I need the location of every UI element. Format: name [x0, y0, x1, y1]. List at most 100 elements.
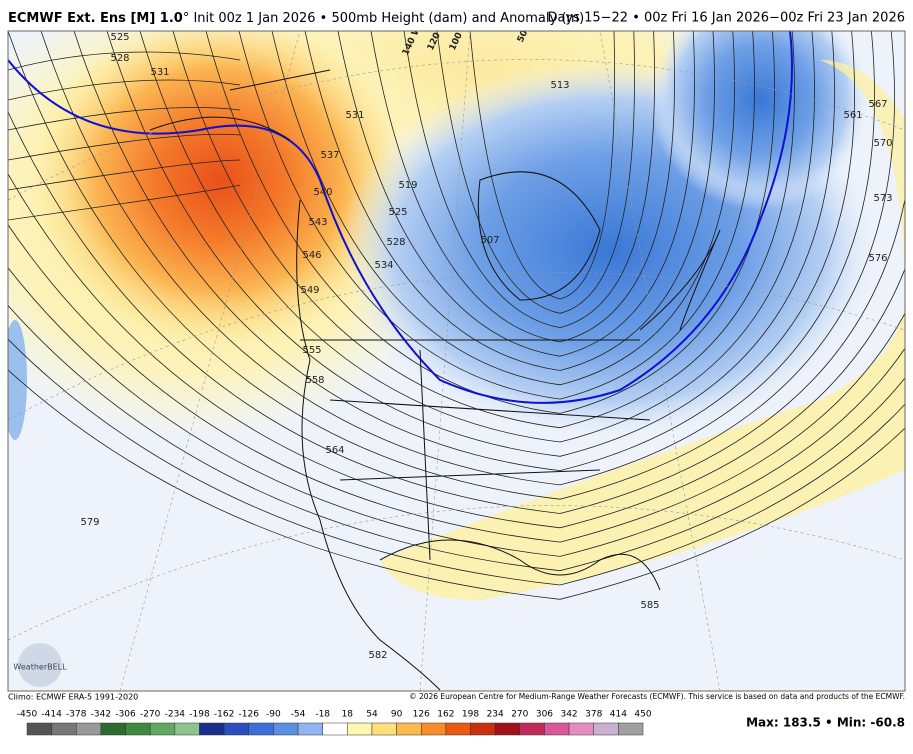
colorbar-swatch [51, 722, 77, 736]
colorbar-swatch [568, 722, 594, 736]
colorbar-tick-label: 378 [585, 710, 602, 720]
coastlines [149, 69, 721, 691]
map: WeatherBELL 525 528 531 531 537 540 543 546 549 5… [8, 31, 905, 691]
colorbar-tick-label: -18 [315, 710, 330, 720]
colorbar-swatch [322, 722, 348, 736]
contour-line [40, 31, 875, 486]
map-frame [7, 30, 906, 692]
contour-label: 531 [345, 110, 364, 121]
colorbar-swatch [519, 722, 545, 736]
colorbar-tick-label: -414 [41, 710, 62, 720]
contour-line [8, 107, 241, 131]
contour-line [271, 31, 735, 386]
contour-label: 579 [80, 517, 99, 528]
colorbar-swatch [76, 722, 102, 736]
contour-label: 576 [868, 253, 887, 264]
contour-label: 585 [640, 600, 659, 611]
colorbar-tick-label: 126 [413, 710, 430, 720]
colorbar-swatch [420, 722, 447, 736]
colorbar-tick-label: 306 [536, 710, 553, 720]
colorbar-tick-label: 234 [487, 710, 504, 720]
graticule [8, 31, 905, 691]
colorbar-tick-label: -162 [214, 710, 234, 720]
copyright: © 2026 European Centre for Medium-Range … [409, 692, 905, 701]
colorbar-swatch [174, 722, 200, 736]
contour-line [8, 338, 905, 586]
contour-line [436, 31, 635, 314]
colorbar-tick-label: -234 [165, 710, 186, 720]
climo: Climo: ECMWF ERA-5 1991-2020 [8, 693, 138, 702]
contour-line [8, 369, 905, 600]
contour-label: 519 [398, 180, 417, 191]
contour-label: 543 [308, 217, 327, 228]
colorbar-swatch [125, 722, 151, 736]
contour-line [8, 173, 905, 529]
colorbar-swatch [445, 722, 471, 736]
colorbar-tick-label: 54 [366, 710, 378, 720]
colorbar-tick-label: -90 [266, 710, 281, 720]
contour-label: 564 [325, 445, 344, 456]
contour-line [73, 31, 855, 472]
contour-label: 531 [150, 67, 169, 78]
colorbar-tick-label: -342 [91, 710, 111, 720]
contour-line [8, 133, 241, 161]
colorbar-tick-label: -378 [66, 710, 87, 720]
contour-label: 567 [868, 99, 887, 110]
contour-label: 555 [302, 345, 321, 356]
contour-line [403, 31, 655, 329]
contour-label: 570 [873, 138, 892, 149]
contour-label: 549 [300, 285, 319, 296]
colorbar-tick-label: -450 [17, 710, 38, 720]
contour-label: 546 [302, 250, 321, 261]
contour-line [8, 51, 241, 71]
colorbar-tick-label: 162 [437, 710, 454, 720]
colorbar-swatch [273, 722, 299, 736]
colorbar-tick-label: 342 [560, 710, 577, 720]
contour-line [205, 31, 775, 414]
colorbar-swatch [470, 722, 496, 736]
contour-line [370, 31, 675, 343]
contour-label: 513 [550, 80, 569, 91]
colorbar-swatch [199, 722, 225, 736]
colorbar-swatch [494, 722, 521, 736]
colorbar-tick-label: 450 [634, 710, 651, 720]
anomaly-area [650, 31, 870, 210]
colorbar-tick-label: -54 [291, 710, 306, 720]
contour-line [139, 31, 815, 443]
contour-line [8, 110, 905, 514]
contour-label: 573 [873, 193, 892, 204]
extremes: Max: 183.5 • Min: -60.8 [746, 716, 905, 730]
colorbar-tick-label: 90 [391, 710, 403, 720]
colorbar-swatch [223, 722, 250, 736]
colorbar-swatch [100, 722, 126, 736]
contour-line [469, 31, 615, 300]
colorbar-swatch [593, 722, 619, 736]
colorbar-tick-label: -198 [189, 710, 210, 720]
colorbar-swatch [396, 722, 422, 736]
contour-line [106, 31, 835, 457]
colorbar-tick-label: 414 [610, 710, 627, 720]
colorbar-tick-label: 270 [511, 710, 528, 720]
logo-badge [18, 643, 62, 687]
540-contour [8, 31, 793, 404]
anomaly-area [8, 320, 27, 440]
colorbar-swatch [297, 722, 323, 736]
contour-line [8, 304, 905, 572]
colorbar-tick-label: -306 [115, 710, 136, 720]
logo: WeatherBELL [13, 663, 67, 672]
colorbar-tick-label: -126 [239, 710, 260, 720]
contour-label: 525 [110, 32, 129, 43]
colorbar-swatch [544, 722, 570, 736]
colorbar-tick-label: 18 [342, 710, 354, 720]
colorbar-swatch [149, 722, 176, 736]
contour-line [8, 31, 895, 500]
contour-line [8, 223, 905, 543]
contour-line [304, 31, 715, 371]
colorbar: -450 -414 -378 -342 -306 -270 -234 -198 -162 -126… [17, 710, 652, 736]
colorbar-swatch [371, 722, 397, 736]
contour-label: 525 [388, 207, 407, 218]
contour-line [238, 31, 755, 400]
contour-line [8, 184, 241, 221]
contour-line [337, 31, 695, 357]
